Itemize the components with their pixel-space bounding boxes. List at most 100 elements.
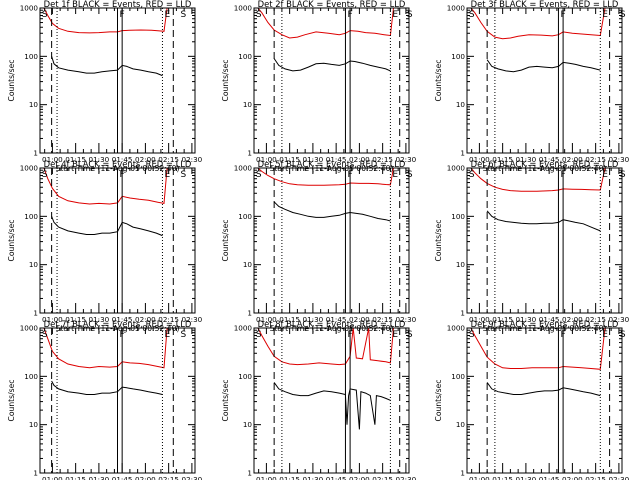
x-tick-label: 02:15	[372, 155, 393, 164]
x-tick-label: 01:15	[65, 155, 86, 164]
x-tick-label: 01:30	[516, 475, 537, 480]
events-series-line	[273, 382, 391, 430]
y-tick-label: 1	[247, 149, 252, 158]
y-axis-label: Counts/sec	[221, 380, 230, 422]
y-tick-label: 1000	[20, 4, 39, 13]
y-tick-label: 10	[456, 420, 466, 429]
y-tick-label: 1000	[234, 4, 253, 13]
start-marker-label: S	[469, 170, 475, 180]
plot-frame	[253, 327, 410, 474]
x-tick-label: 01:00	[42, 155, 63, 164]
panel-title: Det 6f BLACK = Events, RED = LLD	[471, 159, 619, 169]
x-tick-label: 01:30	[516, 315, 537, 324]
lld-series-line	[43, 8, 168, 34]
y-tick-label: 100	[451, 52, 465, 61]
events-series-line	[51, 380, 163, 395]
events-series-line	[273, 58, 391, 72]
panel-title: Det 7f BLACK = Events, RED = LLD	[44, 319, 192, 329]
x-tick-label: 01:45	[326, 475, 347, 480]
x-tick-label: 01:00	[469, 155, 490, 164]
y-tick-label: 10	[29, 100, 39, 109]
y-tick-label: 100	[24, 372, 38, 381]
lld-series-line	[43, 168, 168, 205]
x-tick-label: 02:15	[158, 315, 179, 324]
start-marker-label: S	[42, 10, 48, 20]
stop-marker-label: S	[620, 170, 626, 180]
x-tick-label: 02:30	[609, 475, 630, 480]
stop-marker-label: S	[407, 330, 413, 340]
y-tick-label: 100	[451, 212, 465, 221]
x-tick-label: 01:15	[492, 155, 513, 164]
x-tick-label: 02:30	[609, 155, 630, 164]
flare-marker-label: F	[347, 10, 352, 20]
x-tick-label: 01:45	[539, 315, 560, 324]
x-tick-label: 01:30	[89, 475, 110, 480]
events-series-line	[486, 59, 601, 73]
events-series-line	[51, 56, 163, 77]
start-marker-label: S	[469, 330, 475, 340]
events-series-line	[486, 382, 601, 397]
x-tick-label: 01:00	[469, 475, 490, 480]
x-tick-label: 02:00	[135, 315, 156, 324]
flare-marker-label: F	[120, 170, 125, 180]
x-tick-label: 01:30	[89, 155, 110, 164]
y-tick-label: 1	[247, 469, 252, 478]
y-axis-label: Counts/sec	[7, 380, 16, 422]
start-marker-label: S	[256, 170, 262, 180]
lld-series-line	[257, 328, 394, 366]
x-tick-label: 02:00	[135, 475, 156, 480]
end-marker-label: E	[392, 170, 398, 180]
x-tick-label: 01:30	[89, 315, 110, 324]
x-tick-label: 01:00	[469, 315, 490, 324]
x-tick-label: 02:15	[158, 155, 179, 164]
x-tick-label: 02:30	[396, 315, 417, 324]
plot-frame	[253, 7, 410, 154]
x-tick-label: 01:00	[256, 155, 277, 164]
plot-frame	[466, 7, 623, 154]
x-tick-label: 02:00	[349, 315, 370, 324]
stop-marker-label: S	[181, 10, 187, 20]
stop-marker-label: S	[407, 10, 413, 20]
y-axis-label: Counts/sec	[434, 380, 443, 422]
start-marker-label: S	[256, 330, 262, 340]
x-tick-label: 01:30	[303, 315, 324, 324]
x-tick-label: 01:30	[303, 475, 324, 480]
y-tick-label: 100	[238, 212, 252, 221]
y-tick-label: 100	[238, 52, 252, 61]
x-tick-label: 01:00	[42, 475, 63, 480]
y-axis-label: Counts/sec	[221, 60, 230, 102]
x-tick-label: 01:45	[539, 475, 560, 480]
panel-title: Det 4f BLACK = Events, RED = LLD	[44, 159, 192, 169]
x-tick-label: 01:15	[279, 155, 300, 164]
y-tick-label: 10	[29, 420, 39, 429]
panel-title: Det 1f BLACK = Events, RED = LLD	[44, 0, 192, 9]
plot-frame	[39, 327, 196, 474]
end-marker-label: E	[602, 170, 608, 180]
x-tick-label: 01:45	[326, 155, 347, 164]
x-tick-label: 02:15	[585, 475, 606, 480]
y-tick-label: 100	[451, 372, 465, 381]
end-marker-label: E	[392, 10, 398, 20]
x-tick-label: 02:15	[372, 315, 393, 324]
x-tick-label: 01:45	[112, 475, 133, 480]
end-marker-label: E	[392, 330, 398, 340]
x-tick-label: 01:00	[256, 315, 277, 324]
x-tick-label: 02:00	[562, 315, 583, 324]
x-tick-label: 01:00	[256, 475, 277, 480]
x-tick-label: 02:00	[135, 155, 156, 164]
y-tick-label: 10	[29, 260, 39, 269]
y-tick-label: 10	[243, 420, 253, 429]
events-series-line	[273, 201, 391, 222]
x-tick-label: 01:00	[42, 315, 63, 324]
x-tick-label: 02:30	[182, 315, 203, 324]
y-axis-label: Counts/sec	[7, 220, 16, 262]
stop-marker-label: S	[620, 10, 626, 20]
x-tick-label: 02:00	[349, 475, 370, 480]
y-tick-label: 1000	[20, 324, 39, 333]
y-tick-label: 10	[456, 100, 466, 109]
